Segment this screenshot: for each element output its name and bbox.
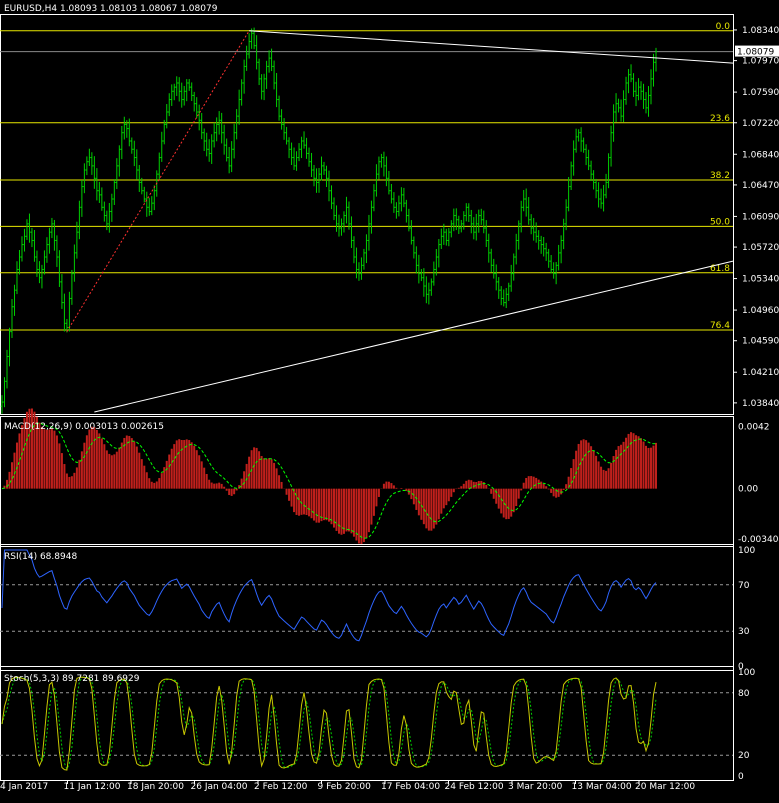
fibo-label-38.2: 38.2: [710, 171, 730, 181]
stochastic-panel: 100 80 20 0: [0, 668, 755, 782]
price-panel-title: EURUSD,H4 1.08093 1.08103 1.08067 1.0807…: [4, 4, 218, 14]
price-tick-label: 1.07220: [742, 119, 779, 129]
time-tick-label: 4 Jan 2017: [0, 782, 48, 792]
panel-frame-0: [0, 14, 734, 415]
fibo-label-23.6: 23.6: [710, 114, 730, 124]
rsi-panel: 100 70 30 0: [0, 546, 755, 672]
macd-tick-label: 0.00: [738, 485, 758, 495]
time-tick-label: 3 Mar 20:00: [508, 782, 563, 792]
price-tick-label: 1.04960: [742, 306, 779, 316]
trendline-lower: [94, 260, 734, 413]
macd-panel: 0.0042 0.00 -0.003404: [1, 408, 779, 545]
panel-frame-2: [0, 544, 734, 671]
fibo-label-0.0: 0.0: [716, 22, 731, 32]
time-tick-label: 11 Jan 12:00: [64, 782, 121, 792]
stoch-tick-label: 100: [738, 668, 755, 678]
time-tick-label: 9 Feb 20:00: [318, 782, 372, 792]
stochastic-panel-title: Stoch(5,3,3) 89.7281 89.6929: [4, 674, 140, 684]
price-bars: [0, 27, 658, 414]
time-tick-label: 20 Mar 12:00: [635, 782, 695, 792]
fibo-label-61.8: 61.8: [710, 264, 730, 274]
price-tick-label: 1.06470: [742, 181, 779, 191]
panel-frame-3: [0, 666, 734, 781]
price-tick-label: 1.06090: [742, 212, 779, 222]
panel-frame-1: [0, 416, 734, 547]
price-tick-label: 1.04210: [742, 368, 779, 378]
current-price-marker: 1.08079: [735, 45, 779, 58]
trendlines[interactable]: [66, 30, 734, 413]
price-tick-label: 1.06840: [742, 150, 779, 160]
price-tick-label: 1.08340: [742, 26, 779, 36]
time-tick-label: 24 Feb 12:00: [445, 782, 504, 792]
fibo-label-50.0: 50.0: [710, 217, 730, 227]
time-tick-label: 18 Jan 20:00: [127, 782, 184, 792]
macd-tick-label: 0.0042: [738, 422, 770, 432]
current-price-label: 1.08079: [737, 48, 774, 58]
time-tick-label: 13 Mar 04:00: [572, 782, 632, 792]
fibo-label-76.4: 76.4: [710, 321, 730, 331]
price-tick-label: 1.04590: [742, 337, 779, 347]
rsi-tick-label: 100: [738, 546, 755, 556]
time-axis: 4 Jan 2017 11 Jan 12:00 18 Jan 20:00 26 Jan…: [0, 780, 695, 792]
fibonacci-levels[interactable]: 0.0 23.6 38.2 50.0 61.8 76.4: [0, 22, 733, 331]
time-tick-label: 26 Jan 04:00: [191, 782, 248, 792]
rsi-tick-label: 0: [738, 662, 744, 672]
stoch-tick-label: 80: [738, 689, 750, 699]
macd-tick-label: -0.003404: [738, 535, 779, 545]
trendline-upper: [249, 30, 734, 64]
price-axis: 1.08340 1.07970 1.07590 1.07220 1.06840 1.064…: [733, 26, 779, 409]
fibo-base-line: [66, 30, 250, 332]
rsi-panel-title: RSI(14) 68.8948: [4, 552, 77, 562]
price-tick-label: 1.03840: [742, 399, 779, 409]
time-tick-label: 2 Feb 12:00: [254, 782, 308, 792]
stoch-main-line: [1, 676, 657, 771]
rsi-line: [1, 549, 657, 642]
price-tick-label: 1.05720: [742, 243, 779, 253]
macd-panel-title: MACD(12,26,9) 0.003013 0.002615: [4, 422, 164, 432]
price-tick-label: 1.05340: [742, 275, 779, 285]
price-tick-label: 1.07590: [742, 88, 779, 98]
macd-signal-line: [1, 422, 657, 539]
current-price-box: [735, 45, 779, 57]
panel-frames: [0, 14, 734, 781]
rsi-tick-label: 30: [738, 627, 750, 637]
price-tick-label: 1.07970: [742, 57, 779, 67]
stoch-tick-label: 20: [738, 751, 750, 761]
stoch-tick-label: 0: [738, 772, 744, 782]
rsi-tick-label: 70: [738, 581, 750, 591]
time-tick-label: 17 Feb 04:00: [381, 782, 440, 792]
